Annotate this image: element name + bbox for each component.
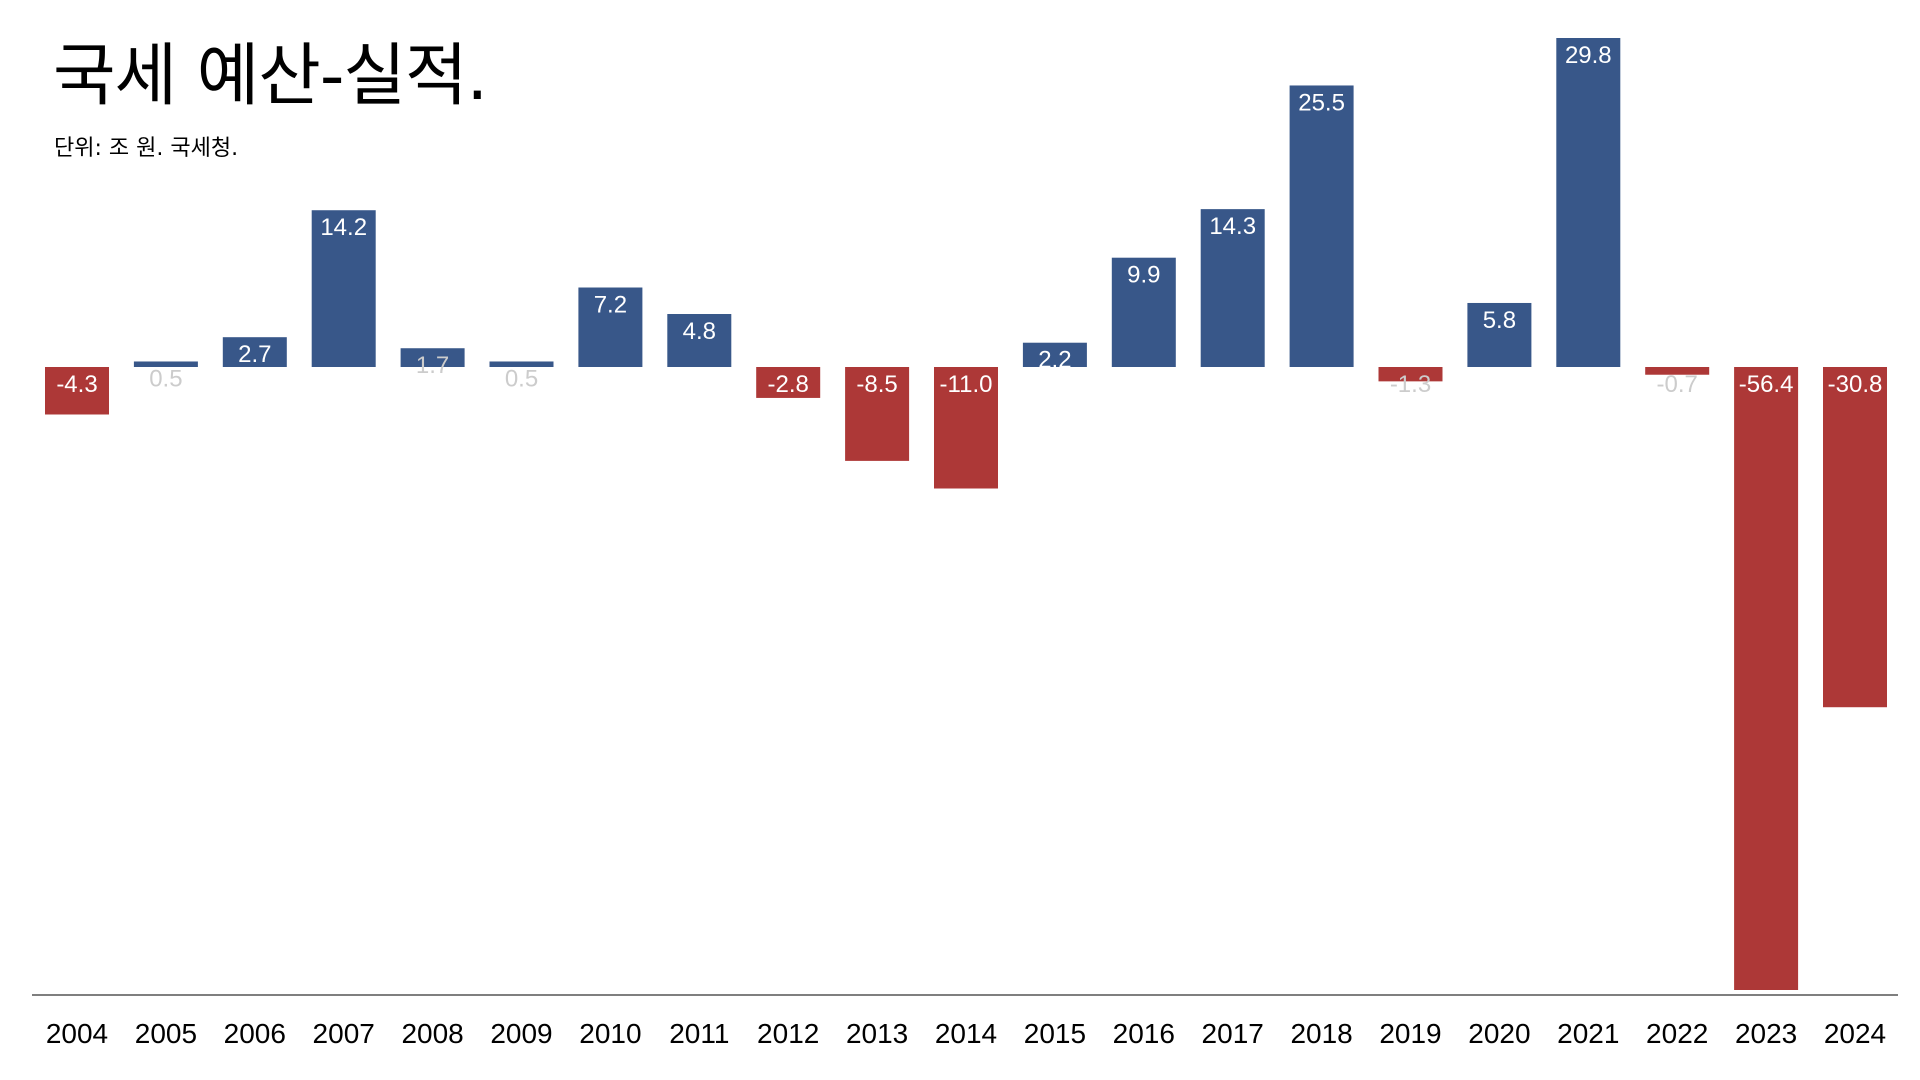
value-label-2020: 5.8 <box>1483 307 1516 334</box>
x-tick-label-2004: 2004 <box>46 1018 108 1049</box>
value-label-2019: -1.3 <box>1390 371 1431 398</box>
x-tick-label-2009: 2009 <box>490 1018 552 1049</box>
x-tick-label-2012: 2012 <box>757 1018 819 1049</box>
value-label-2012: -2.8 <box>768 371 809 398</box>
value-label-2018: 25.5 <box>1298 89 1345 116</box>
bar-2020 <box>1467 302 1532 367</box>
value-label-2009: 0.5 <box>505 365 538 392</box>
value-labels-layer: -4.3 0.5 2.7 14.2 1.7 0.5 7.2 4.8 -2.8 -8.5 -11.0 2… <box>56 42 1882 398</box>
x-tick-label-2019: 2019 <box>1379 1018 1441 1049</box>
bars-layer <box>45 38 1887 990</box>
value-label-2022: -0.7 <box>1657 371 1698 398</box>
bar-2005 <box>133 361 198 367</box>
x-tick-label-2014: 2014 <box>935 1018 997 1049</box>
value-label-2013: -8.5 <box>856 371 897 398</box>
value-label-2010: 7.2 <box>594 292 627 319</box>
value-label-2016: 9.9 <box>1127 262 1160 289</box>
x-tick-label-2023: 2023 <box>1735 1018 1797 1049</box>
bar-2016 <box>1111 257 1176 367</box>
bar-2014 <box>934 367 998 489</box>
bar-2023 <box>1734 367 1799 990</box>
value-label-2021: 29.8 <box>1565 42 1612 69</box>
x-tick-label-2016: 2016 <box>1113 1018 1175 1049</box>
bar-2013 <box>845 367 910 461</box>
bar-2008 <box>400 348 465 367</box>
bar-2009 <box>489 361 554 367</box>
value-label-2011: 4.8 <box>683 318 716 345</box>
x-tick-label-2017: 2017 <box>1202 1018 1264 1049</box>
value-label-2017: 14.3 <box>1209 213 1256 240</box>
value-label-2015: 2.2 <box>1038 347 1071 374</box>
value-label-2007: 14.2 <box>320 214 367 241</box>
x-tick-label-2022: 2022 <box>1646 1018 1708 1049</box>
chart-title: 국세 예산-실적. <box>53 37 488 116</box>
bar-2015 <box>1022 342 1087 367</box>
x-tick-label-2013: 2013 <box>846 1018 908 1049</box>
value-label-2006: 2.7 <box>238 341 271 368</box>
x-tick-label-2015: 2015 <box>1024 1018 1086 1049</box>
bar-2019 <box>1378 367 1443 382</box>
value-label-2004: -4.3 <box>56 371 97 398</box>
bar-2006 <box>222 337 287 367</box>
chart-subtitle: 단위: 조 원. 국세청. <box>54 136 239 161</box>
bar-2004 <box>45 367 109 415</box>
bar-2022 <box>1645 367 1710 375</box>
bar-2012 <box>756 367 821 398</box>
x-tick-label-2005: 2005 <box>135 1018 197 1049</box>
value-label-2014: -11.0 <box>940 371 993 398</box>
bar-2017 <box>1200 209 1265 367</box>
bar-2010 <box>578 287 643 367</box>
value-label-2005: 0.5 <box>149 365 182 392</box>
x-tick-label-2007: 2007 <box>313 1018 375 1049</box>
value-label-2008: 1.7 <box>416 352 449 379</box>
value-label-2023: -56.4 <box>1739 371 1794 398</box>
bar-2021 <box>1556 38 1621 367</box>
x-tick-labels-layer: 2004 2005 2006 2007 2008 2009 2010 2011 2012 2013… <box>46 1018 1886 1049</box>
x-tick-label-2021: 2021 <box>1557 1018 1619 1049</box>
bar-2007 <box>311 210 376 367</box>
x-tick-label-2024: 2024 <box>1824 1018 1886 1049</box>
bar-2011 <box>667 314 732 367</box>
x-tick-label-2010: 2010 <box>579 1018 641 1049</box>
x-tick-label-2008: 2008 <box>401 1018 463 1049</box>
x-tick-label-2018: 2018 <box>1290 1018 1352 1049</box>
bar-2024 <box>1823 367 1887 708</box>
bar-2018 <box>1289 85 1354 368</box>
value-label-2024: -30.8 <box>1828 371 1883 398</box>
x-tick-label-2006: 2006 <box>224 1018 286 1049</box>
x-tick-label-2011: 2011 <box>669 1018 729 1049</box>
x-tick-label-2020: 2020 <box>1468 1018 1530 1049</box>
